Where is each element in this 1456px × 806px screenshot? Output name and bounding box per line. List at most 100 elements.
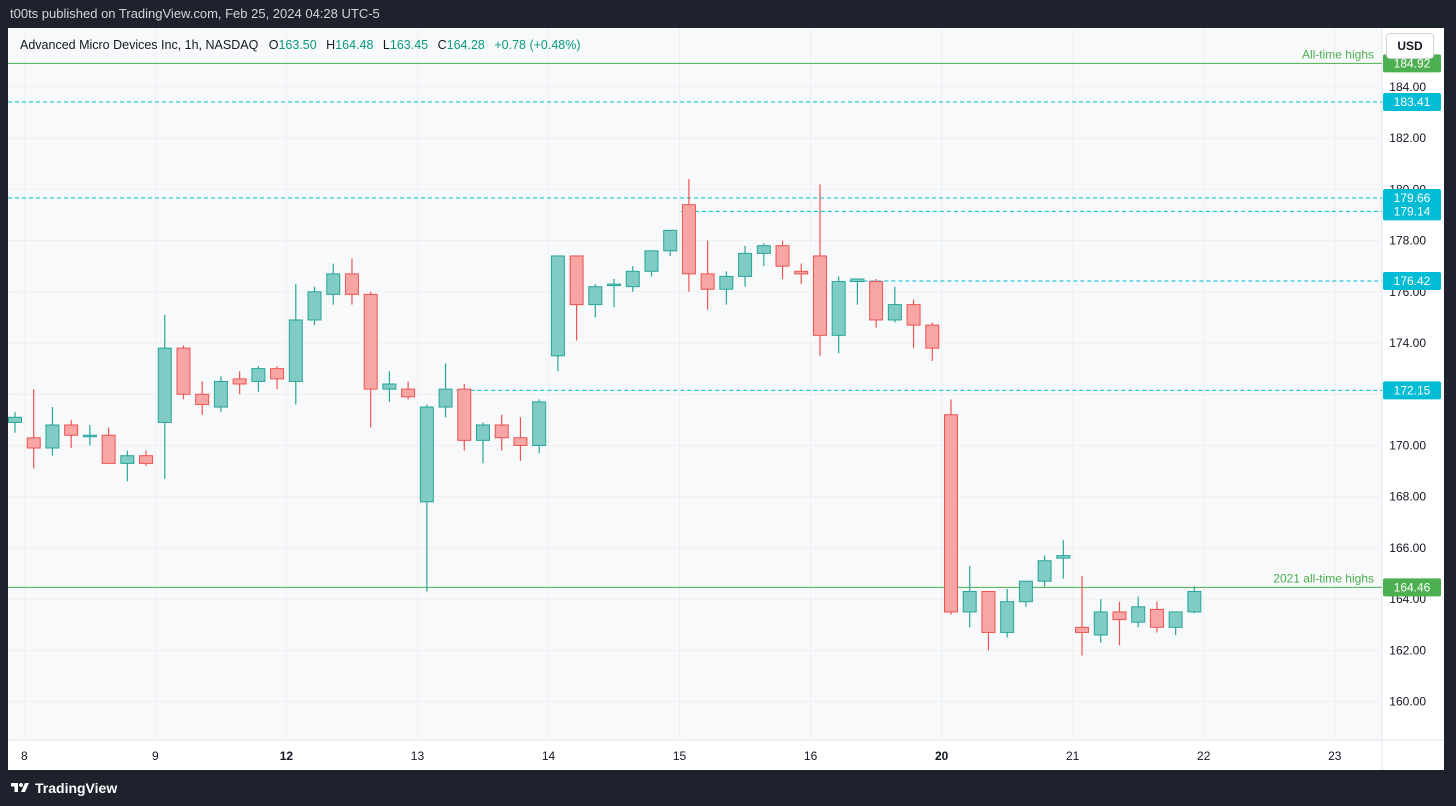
candle-bullish[interactable] (157, 347, 172, 423)
x-tick-label: 13 (411, 749, 425, 763)
candle-bullish[interactable] (1093, 611, 1108, 636)
change-value: +0.78 (+0.48%) (494, 38, 581, 52)
candle-bearish[interactable] (232, 378, 247, 385)
y-tick-label: 174.00 (1389, 336, 1426, 350)
chart-background (8, 28, 1444, 770)
x-tick-label: 21 (1066, 749, 1080, 763)
candle-bullish[interactable] (532, 401, 547, 446)
candle-bullish[interactable] (120, 455, 135, 464)
candle-bearish[interactable] (794, 270, 809, 275)
price-tag (1383, 272, 1441, 291)
candle-bullish[interactable] (756, 245, 771, 254)
candle-bullish[interactable] (438, 388, 453, 408)
candle-bullish[interactable] (307, 291, 322, 321)
open-label: O (268, 38, 279, 52)
candle-bullish[interactable] (1037, 560, 1052, 582)
candle-bearish[interactable] (869, 281, 884, 321)
candle-bullish[interactable] (962, 590, 977, 613)
candle-bullish[interactable] (213, 380, 228, 408)
footer-bar: TradingView (0, 770, 1456, 806)
candle-bearish[interactable] (270, 368, 285, 380)
candlestick-chart[interactable]: 184.00182.00180.00178.00176.00174.00172.… (8, 28, 1444, 770)
candle-bullish[interactable] (738, 252, 753, 277)
candle-bearish[interactable] (401, 388, 416, 398)
candle-bullish[interactable] (251, 368, 266, 382)
candle-bearish[interactable] (944, 414, 958, 613)
candle-bullish[interactable] (476, 424, 490, 441)
candle-bullish[interactable] (8, 416, 22, 423)
candle-bullish[interactable] (1168, 611, 1183, 628)
candle-bullish[interactable] (850, 278, 865, 283)
candle-bullish[interactable] (588, 286, 603, 306)
level-caption: 2021 all-time highs (1273, 571, 1374, 585)
candle-bullish[interactable] (1131, 606, 1146, 623)
candle-bullish[interactable] (288, 319, 303, 382)
candle-bullish[interactable] (550, 255, 565, 357)
candle-bullish[interactable] (719, 275, 734, 290)
y-tick-label: 160.00 (1389, 695, 1426, 709)
candle-bearish[interactable] (26, 437, 41, 449)
price-tag-label: 176.42 (1394, 274, 1431, 288)
price-tag-label: 184.92 (1394, 56, 1431, 70)
candle-bearish[interactable] (64, 424, 79, 436)
candle-bullish[interactable] (1000, 601, 1015, 633)
candle-bearish[interactable] (700, 273, 715, 290)
candle-bearish[interactable] (775, 245, 790, 267)
candle-bullish[interactable] (831, 281, 846, 336)
candle-bullish[interactable] (45, 424, 60, 449)
candle-bearish[interactable] (139, 455, 154, 464)
y-tick-label: 162.00 (1389, 643, 1426, 657)
candle-bearish[interactable] (1075, 626, 1090, 633)
candle-bearish[interactable] (344, 273, 359, 295)
currency-button[interactable]: USD (1386, 33, 1434, 59)
time-axis[interactable] (8, 740, 1444, 770)
tradingview-brand: TradingView (35, 780, 118, 796)
y-tick-label: 168.00 (1389, 490, 1426, 504)
candle-bearish[interactable] (1149, 608, 1164, 628)
symbol-legend: Advanced Micro Devices Inc, 1h, NASDAQ O… (20, 38, 587, 52)
candle-bullish[interactable] (1056, 555, 1071, 559)
candle-bearish[interactable] (981, 590, 996, 633)
y-tick-label: 170.00 (1389, 438, 1426, 452)
candle-bearish[interactable] (363, 293, 378, 390)
chart-area[interactable]: 184.00182.00180.00178.00176.00174.00172.… (8, 28, 1444, 770)
candle-bullish[interactable] (663, 229, 678, 252)
price-tag (1383, 381, 1441, 400)
low-value: 163.45 (389, 38, 429, 52)
price-tag (1383, 93, 1441, 112)
x-tick-label: 8 (21, 749, 28, 763)
price-tag-label: 179.14 (1394, 204, 1431, 218)
y-tick-label: 178.00 (1389, 234, 1426, 248)
candle-bearish[interactable] (925, 324, 940, 349)
candle-bearish[interactable] (906, 304, 921, 326)
candle-bullish[interactable] (419, 406, 434, 503)
candle-bullish[interactable] (1187, 590, 1202, 613)
candle-bullish[interactable] (82, 434, 97, 438)
candle-bearish[interactable] (812, 255, 827, 336)
candle-bearish[interactable] (1112, 611, 1127, 621)
candle-bearish[interactable] (457, 388, 472, 441)
price-tag-label: 183.41 (1394, 95, 1431, 109)
candle-bullish[interactable] (625, 270, 640, 288)
candle-bullish[interactable] (644, 250, 659, 272)
candle-bearish[interactable] (513, 437, 528, 446)
close-label: C (437, 38, 447, 52)
candle-bearish[interactable] (195, 393, 210, 405)
candle-bullish[interactable] (1018, 580, 1033, 603)
price-tag (1383, 202, 1441, 221)
candle-bearish[interactable] (681, 204, 696, 275)
candle-bearish[interactable] (569, 255, 584, 306)
price-tag (1383, 578, 1441, 597)
candle-bullish[interactable] (326, 273, 341, 295)
candle-bullish[interactable] (382, 383, 397, 390)
candle-bullish[interactable] (887, 304, 902, 321)
low-label: L (382, 38, 390, 52)
candle-bearish[interactable] (494, 424, 509, 439)
y-tick-label: 184.00 (1389, 80, 1426, 94)
publish-info: t00ts published on TradingView.com, Feb … (10, 6, 380, 21)
x-tick-label: 14 (542, 749, 556, 763)
symbol-title: Advanced Micro Devices Inc, 1h, NASDAQ (20, 38, 259, 52)
candle-bearish[interactable] (101, 434, 116, 464)
candle-bearish[interactable] (176, 347, 191, 395)
candle-bullish[interactable] (607, 283, 622, 287)
